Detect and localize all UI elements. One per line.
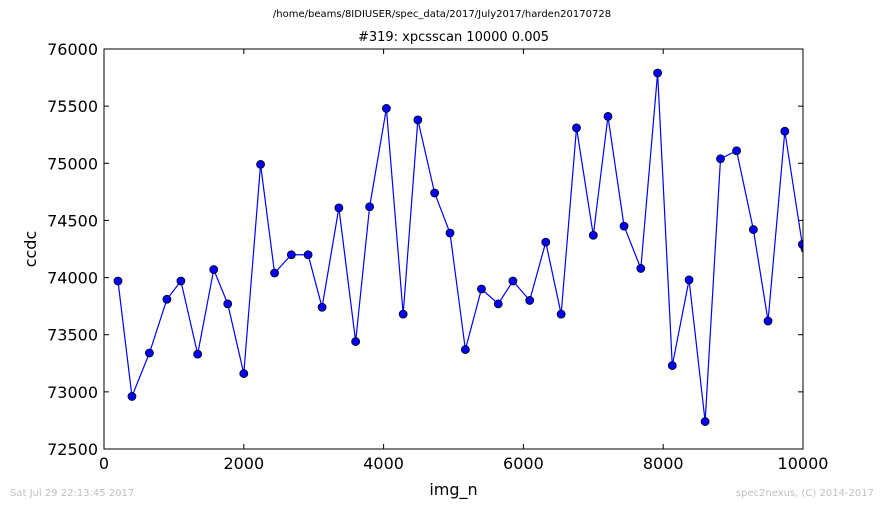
chart-title: #319: xpcsscan 10000 0.005: [357, 30, 550, 45]
plot-frame: [103, 48, 804, 450]
credit-footer: spec2nexus, (C) 2014-2017: [735, 488, 874, 499]
data-point: [525, 296, 535, 305]
data-point: [223, 299, 233, 309]
y-tick-label: 74000: [47, 269, 98, 288]
data-point: [619, 221, 629, 231]
data-point: [556, 309, 566, 319]
data-point: [460, 345, 470, 354]
data-point: [748, 225, 758, 234]
data-point: [572, 123, 581, 133]
data-point: [270, 268, 279, 278]
x-axis-label: img_n: [429, 480, 477, 500]
x-tick-label: 8000: [643, 454, 684, 473]
data-point: [653, 68, 663, 78]
data-point: [239, 369, 249, 378]
data-point: [800, 245, 803, 253]
data-point: [113, 276, 123, 286]
data-point: [716, 154, 725, 164]
file-path-title: /home/beams/8IDIUSER/spec_data/2017/July…: [272, 9, 612, 20]
data-point: [365, 202, 375, 212]
data-point: [541, 237, 551, 247]
data-point: [256, 160, 265, 169]
data-point: [398, 309, 408, 319]
data-point: [684, 275, 694, 285]
y-tick-label: 73500: [47, 326, 98, 345]
data-point: [493, 299, 503, 309]
data-point: [780, 126, 790, 136]
data-point: [176, 276, 186, 286]
data-point: [763, 316, 773, 326]
data-point: [209, 265, 219, 274]
x-tick-label: 6000: [503, 454, 544, 473]
y-tick-label: 74500: [47, 211, 98, 230]
data-point: [351, 337, 361, 346]
data-point: [430, 188, 440, 198]
data-point: [303, 250, 313, 260]
data-point: [145, 348, 154, 358]
y-axis-label: ccdc: [21, 231, 40, 268]
data-point: [700, 417, 710, 426]
y-tick-label: 76000: [47, 40, 98, 59]
data-point: [334, 203, 344, 213]
data-point: [732, 146, 741, 156]
data-point: [127, 392, 137, 401]
series-line: [117, 72, 803, 422]
timestamp-footer: Sat Jul 29 22:13:45 2017: [10, 488, 135, 499]
y-tick-label: 73000: [47, 383, 98, 402]
data-point: [588, 230, 598, 240]
data-point: [636, 264, 646, 273]
data-point: [477, 284, 486, 294]
data-point: [286, 250, 296, 260]
data-point: [603, 112, 613, 121]
x-tick-label: 4000: [363, 454, 404, 473]
data-point: [413, 115, 423, 125]
x-tick-label: 0: [99, 454, 109, 473]
data-point: [508, 276, 518, 286]
x-tick-label: 2000: [223, 454, 264, 473]
data-point: [381, 104, 391, 113]
y-tick-label: 75000: [47, 154, 98, 173]
y-tick-label: 75500: [47, 97, 98, 116]
x-tick-label: 10000: [778, 454, 829, 473]
data-point: [162, 294, 172, 304]
data-point: [667, 361, 677, 370]
data-point: [445, 228, 455, 238]
y-tick-label: 72500: [47, 440, 98, 459]
data-point: [193, 349, 203, 359]
data-point: [317, 302, 327, 312]
